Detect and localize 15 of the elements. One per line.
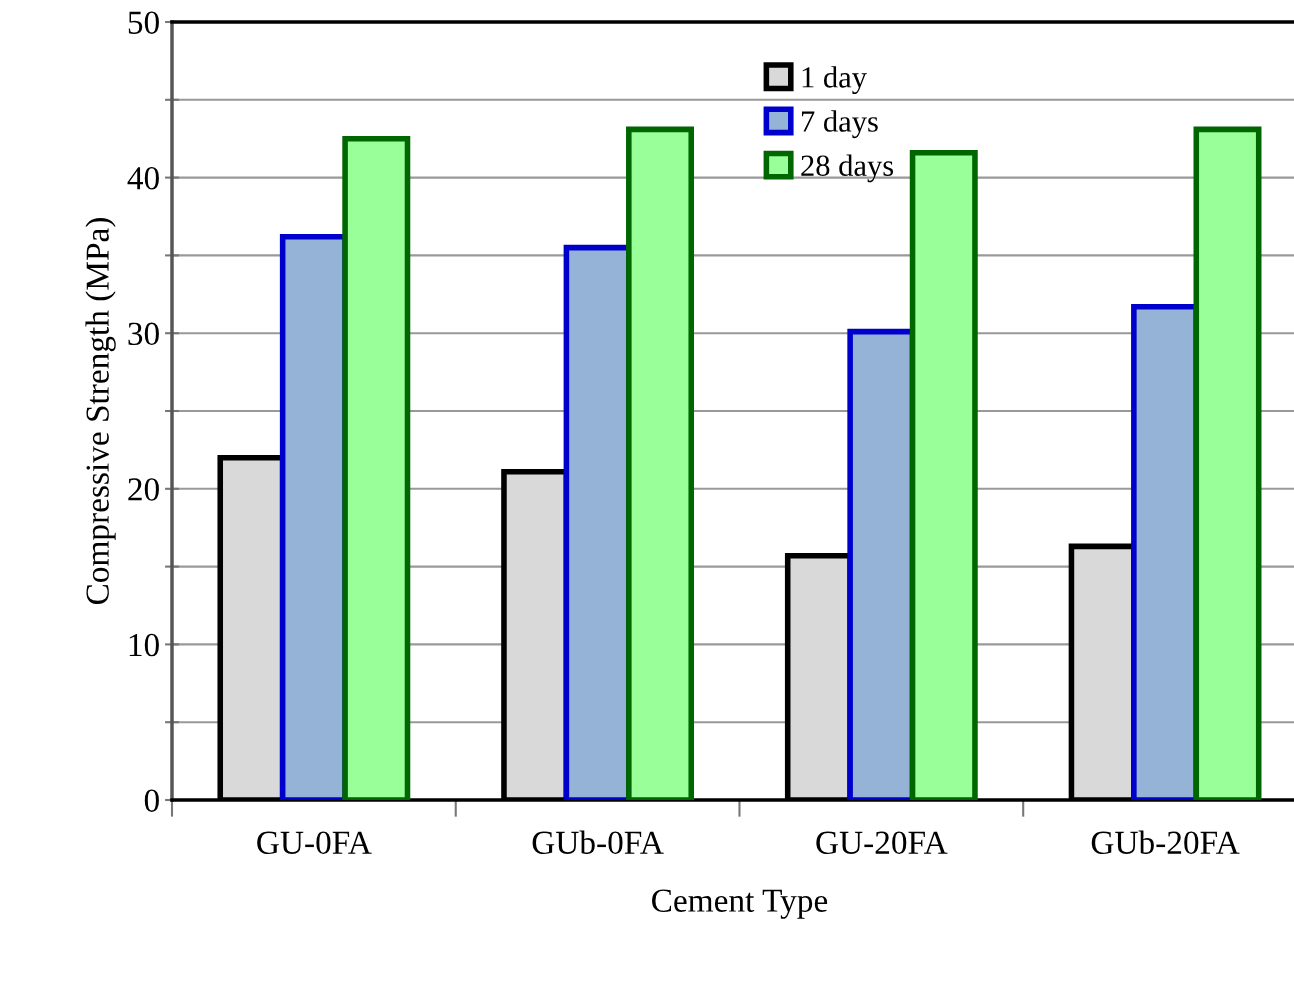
x-tick-label: GU-20FA	[816, 831, 948, 855]
y-tick-label: 30	[128, 322, 159, 346]
legend-label: 28 days	[801, 154, 894, 183]
x-axis-title: Cement Type	[652, 889, 828, 919]
y-tick-label: 40	[127, 167, 159, 190]
x-tick-label: GUb-0FA	[532, 830, 664, 855]
legend-label: 7 days	[801, 110, 878, 139]
y-tick-label: 50	[128, 11, 159, 34]
x-tick-label: GUb-20FA	[1091, 830, 1240, 855]
legend-label: 1 day	[802, 66, 867, 94]
y-tick-label: 20	[128, 478, 159, 501]
y-axis-title: Compressive Strength (MPa)	[85, 218, 116, 605]
x-tick-label: GU-0FA	[257, 831, 372, 855]
y-tick-label: 0	[144, 789, 159, 812]
y-tick-label: 10	[129, 633, 159, 657]
